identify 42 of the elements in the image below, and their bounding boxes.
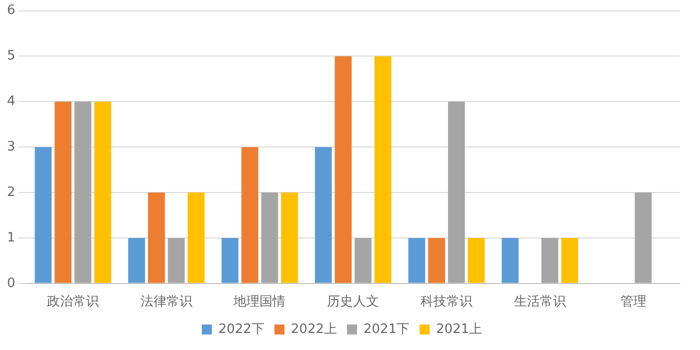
y-tick-label: 3 <box>6 139 16 154</box>
bar <box>128 238 146 283</box>
x-tick-label: 地理国情 <box>232 294 286 310</box>
bar <box>148 192 165 283</box>
bar <box>374 56 392 283</box>
bar <box>74 102 92 283</box>
bar <box>281 192 298 283</box>
x-tick-label: 政治常识 <box>46 294 99 310</box>
legend-label: 2022下 <box>218 322 264 337</box>
bar <box>314 147 332 283</box>
bar <box>502 238 519 283</box>
bar <box>94 102 112 283</box>
bar <box>241 147 258 283</box>
y-tick-label: 4 <box>6 94 16 110</box>
bar <box>448 102 465 283</box>
y-tick-label: 2 <box>6 184 16 200</box>
legend-label: 2022上 <box>290 322 338 337</box>
x-tick-label: 科技常识 <box>420 294 473 310</box>
bar <box>634 192 652 283</box>
x-tick-label: 历史人文 <box>327 294 380 310</box>
bar <box>54 102 72 283</box>
legend-label: 2021上 <box>436 322 482 337</box>
x-tick-label: 管理 <box>620 294 646 310</box>
bar <box>468 238 485 283</box>
bar <box>168 238 185 283</box>
bar <box>34 147 52 283</box>
x-tick-label: 法律常识 <box>140 294 192 310</box>
bar <box>334 56 352 283</box>
y-tick-label: 1 <box>6 230 16 246</box>
x-tick-label: 生活常识 <box>514 294 566 310</box>
bar <box>408 238 426 283</box>
y-tick-label: 6 <box>6 3 16 18</box>
bar <box>561 238 578 283</box>
bar <box>428 238 446 283</box>
legend-label: 2021下 <box>364 322 410 337</box>
y-tick-label: 5 <box>6 48 16 64</box>
bar <box>222 238 238 283</box>
bar <box>261 192 278 283</box>
bar <box>541 238 558 283</box>
bar <box>188 192 205 283</box>
bar <box>354 238 372 283</box>
y-tick-label: 0 <box>6 276 16 291</box>
